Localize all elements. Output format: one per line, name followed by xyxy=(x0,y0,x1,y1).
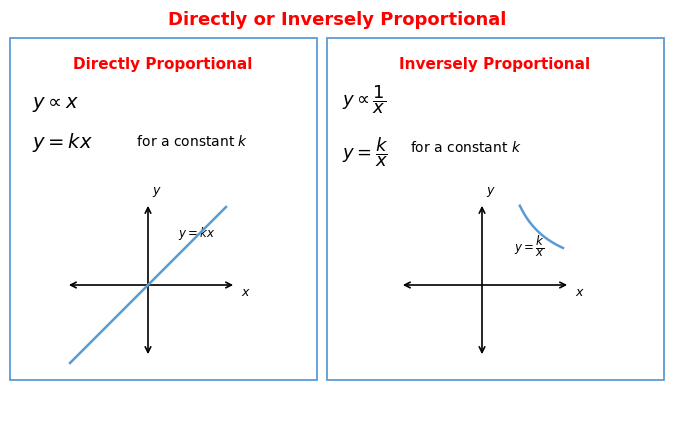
Text: $y$: $y$ xyxy=(152,185,162,199)
Text: Directly or Inversely Proportional: Directly or Inversely Proportional xyxy=(168,11,506,29)
Text: $y \propto x$: $y \propto x$ xyxy=(32,95,80,114)
Text: Inversely Proportional: Inversely Proportional xyxy=(400,58,590,73)
Text: $x$: $x$ xyxy=(575,286,585,300)
Text: for a constant $k$: for a constant $k$ xyxy=(128,135,249,150)
Text: $y$: $y$ xyxy=(486,185,496,199)
Text: $y = \dfrac{k}{x}$: $y = \dfrac{k}{x}$ xyxy=(342,135,388,169)
Text: Directly Proportional: Directly Proportional xyxy=(73,58,253,73)
Text: for a constant $k$: for a constant $k$ xyxy=(410,141,522,156)
FancyBboxPatch shape xyxy=(327,38,664,380)
Text: $y = \dfrac{k}{x}$: $y = \dfrac{k}{x}$ xyxy=(514,235,545,259)
Text: $y = kx$: $y = kx$ xyxy=(32,130,93,154)
Text: $y = kx$: $y = kx$ xyxy=(178,224,216,242)
Text: $x$: $x$ xyxy=(241,286,251,300)
FancyBboxPatch shape xyxy=(10,38,317,380)
Text: $y \propto \dfrac{1}{x}$: $y \propto \dfrac{1}{x}$ xyxy=(342,84,386,117)
